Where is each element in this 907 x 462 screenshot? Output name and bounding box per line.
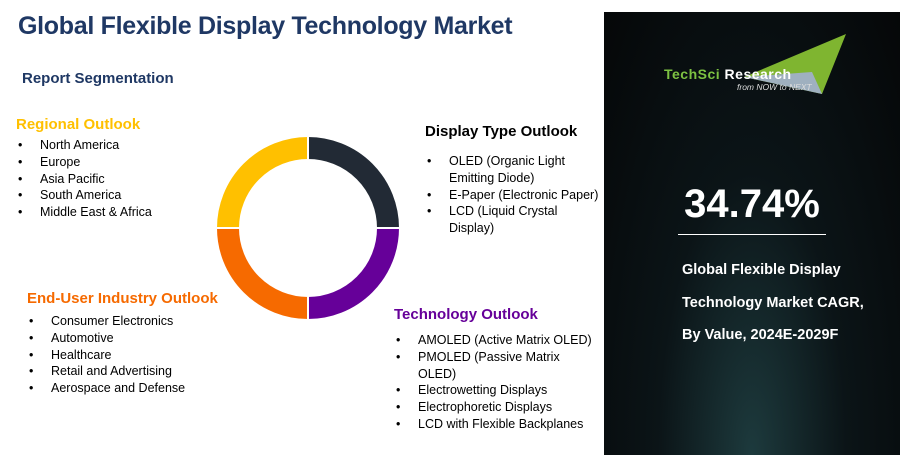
report-segmentation-label: Report Segmentation: [22, 70, 174, 87]
list-item: E-Paper (Electronic Paper): [425, 187, 605, 204]
display-type-outlook: Display Type Outlook OLED (Organic Light…: [425, 123, 605, 237]
cagr-value: 34.74%: [684, 182, 820, 226]
display-type-list: OLED (Organic Light Emitting Diode)E-Pap…: [425, 153, 605, 237]
list-item: Asia Pacific: [16, 171, 152, 188]
list-item: Automotive: [27, 330, 218, 347]
donut-segment-regional: [217, 137, 309, 229]
list-item: Aerospace and Defense: [27, 380, 218, 397]
list-item: AMOLED (Active Matrix OLED): [394, 332, 594, 349]
logo-arrow-icon: [744, 34, 846, 94]
list-item: Consumer Electronics: [27, 313, 218, 330]
logo-brand-a: TechSci: [664, 66, 721, 82]
list-item: Electrophoretic Displays: [394, 399, 594, 416]
technology-list: AMOLED (Active Matrix OLED)PMOLED (Passi…: [394, 332, 594, 433]
display-type-title: Display Type Outlook: [425, 123, 578, 140]
logo-tagline: from NOW to NEXT: [737, 82, 812, 92]
regional-list: North AmericaEuropeAsia PacificSouth Ame…: [16, 137, 152, 221]
logo-brand-b: Research: [724, 66, 792, 82]
technology-outlook: Technology Outlook AMOLED (Active Matrix…: [394, 306, 594, 433]
list-item: North America: [16, 137, 152, 154]
list-item: South America: [16, 187, 152, 204]
regional-outlook: Regional Outlook North AmericaEuropeAsia…: [16, 116, 152, 221]
cagr-panel: TechSci Research from NOW to NEXT 34.74%…: [604, 12, 900, 455]
page-title: Global Flexible Display Technology Marke…: [18, 12, 513, 40]
donut-segment-technology: [307, 227, 399, 319]
donut-segment-display: [307, 137, 399, 229]
list-item: LCD with Flexible Backplanes: [394, 416, 594, 433]
divider: [678, 234, 826, 235]
list-item: Electrowetting Displays: [394, 382, 594, 399]
regional-outlook-title: Regional Outlook: [16, 116, 141, 133]
list-item: Healthcare: [27, 347, 218, 364]
cagr-description: Global Flexible Display Technology Marke…: [682, 262, 864, 343]
technology-title: Technology Outlook: [394, 306, 538, 323]
segment-donut: [216, 136, 400, 320]
list-item: PMOLED (Passive Matrix OLED): [394, 349, 594, 383]
list-item: Retail and Advertising: [27, 363, 218, 380]
list-item: LCD (Liquid Crystal Display): [425, 203, 605, 237]
end-user-list: Consumer ElectronicsAutomotiveHealthcare…: [27, 313, 218, 397]
list-item: Europe: [16, 154, 152, 171]
list-item: Middle East & Africa: [16, 204, 152, 221]
end-user-outlook: End-User Industry Outlook Consumer Elect…: [27, 290, 218, 397]
end-user-title: End-User Industry Outlook: [27, 290, 218, 307]
list-item: OLED (Organic Light Emitting Diode): [425, 153, 605, 187]
donut-segment-enduser: [217, 227, 309, 319]
techsci-logo: TechSci Research: [664, 66, 792, 82]
